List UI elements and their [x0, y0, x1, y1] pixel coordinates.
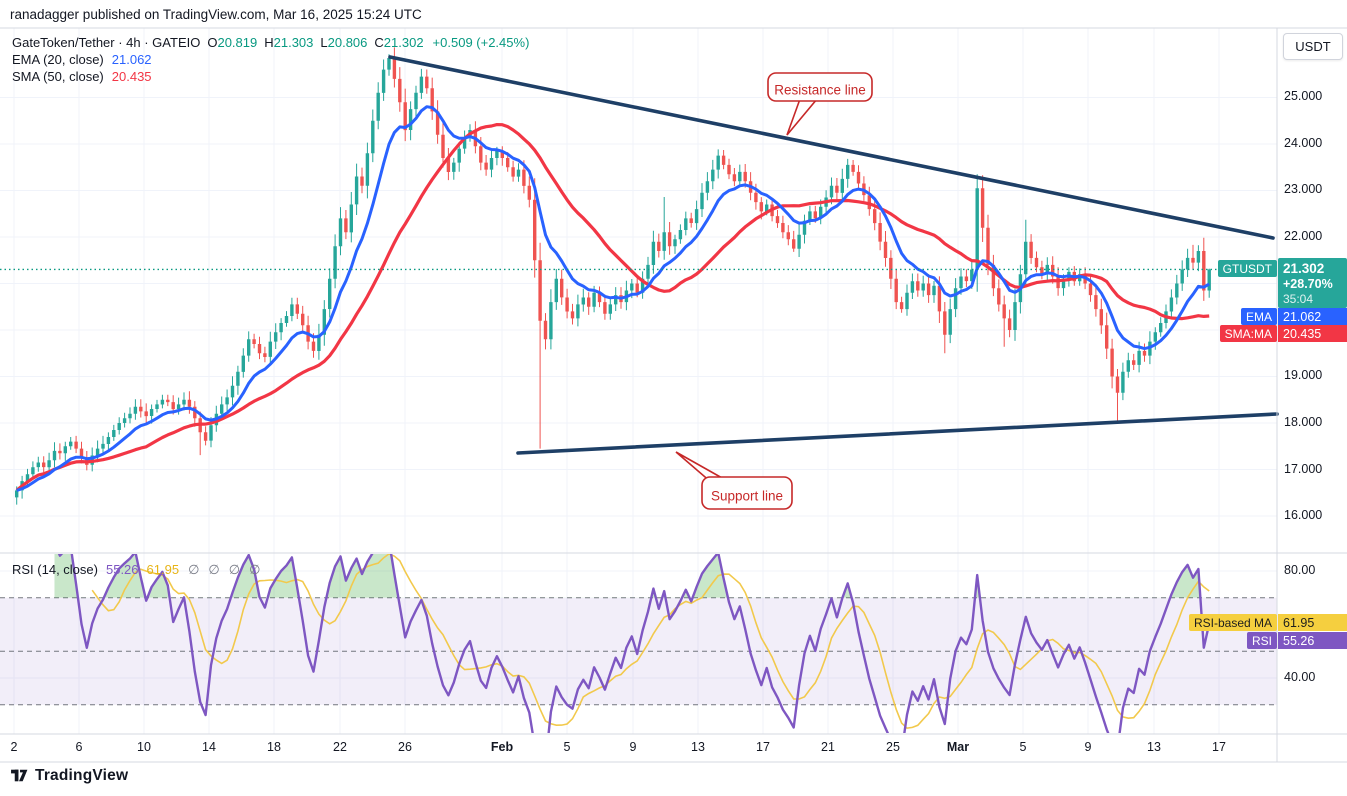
- rsi-ma-line: [91, 554, 1210, 730]
- time-tick-label: 22: [333, 740, 347, 754]
- symbol-legend-row[interactable]: GateToken/Tether · 4h · GATEIO O20.819 H21…: [12, 34, 529, 51]
- ohlc-low-letter: L: [320, 35, 328, 50]
- sma-label: SMA (50, close): [12, 69, 104, 84]
- rsi-empty-slot-icon: ∅: [249, 562, 261, 577]
- rsi-empty-slot-icon: ∅: [228, 562, 241, 577]
- time-tick-label: Feb: [490, 740, 514, 754]
- tradingview-brand[interactable]: TradingView: [35, 766, 129, 784]
- rsi-empty-slot-icon: ∅: [208, 562, 220, 577]
- callout-tail: [786, 98, 819, 136]
- symbol-last-price: 21.302: [1283, 261, 1325, 276]
- price-axis-label: 17.000: [1284, 462, 1323, 476]
- ohlc-high-value: 21.303: [273, 35, 314, 50]
- symbol-change-percent: +28.70%: [1283, 277, 1333, 291]
- sma-price-badge[interactable]: SMA:MA: [1219, 325, 1277, 342]
- rsi-axis-label: 80.00: [1284, 563, 1316, 577]
- symbol-price-axis-box[interactable]: 21.302 +28.70% 35:04: [1278, 258, 1347, 308]
- time-tick-label: Mar: [946, 740, 970, 754]
- ema-price-badge[interactable]: EMA: [1240, 308, 1277, 325]
- grid-lines: [0, 28, 1277, 734]
- bar-countdown: 35:04: [1283, 292, 1314, 306]
- ohlc-close-value: 21.302: [383, 35, 424, 50]
- rsi-ma-axis-box[interactable]: 61.95: [1278, 614, 1347, 631]
- time-tick-label: 6: [75, 740, 83, 754]
- rsi-axis-label: 40.00: [1284, 670, 1316, 684]
- publish-attribution: ranadagger published on TradingView.com,…: [10, 7, 422, 22]
- tradingview-logo-icon[interactable]: [10, 766, 29, 785]
- ohlc-high-letter: H: [264, 35, 274, 50]
- callout-bubble: [767, 72, 873, 102]
- rsi-line: [57, 554, 1211, 733]
- sma-value: 20.435: [111, 69, 152, 84]
- rsi-ma-value: 61.95: [146, 562, 180, 577]
- footer: TradingView: [10, 766, 128, 785]
- time-tick-label: 25: [886, 740, 900, 754]
- ohlc-open-letter: O: [207, 35, 218, 50]
- ema-legend-row[interactable]: EMA (20, close) 21.062: [12, 51, 529, 68]
- pane-borders: [0, 27, 1347, 763]
- ema-price-axis-box[interactable]: 21.062: [1278, 308, 1347, 325]
- price-axis-label: 16.000: [1284, 508, 1323, 522]
- moving-averages: [15, 105, 1210, 492]
- sma-legend-row[interactable]: SMA (50, close) 20.435: [12, 68, 529, 85]
- time-tick-label: 17: [1212, 740, 1226, 754]
- main-legend: GateToken/Tether · 4h · GATEIO O20.819 H21…: [12, 34, 529, 85]
- trendline[interactable]: [516, 412, 1279, 455]
- change-value: +0.509 (+2.45%): [432, 35, 530, 50]
- callouts: Resistance line Support line: [675, 72, 873, 510]
- price-axis-label: 25.000: [1284, 89, 1323, 103]
- ema-line: [16, 105, 1210, 492]
- down-candle-wicks: [43, 47, 1205, 473]
- time-tick-label: 18: [267, 740, 281, 754]
- time-tick-label: 2: [10, 740, 18, 754]
- time-tick-label: 26: [398, 740, 412, 754]
- time-tick-label: 17: [756, 740, 770, 754]
- ema-label: EMA (20, close): [12, 52, 104, 67]
- time-tick-label: 9: [1084, 740, 1092, 754]
- ohlc-open-value: 20.819: [217, 35, 258, 50]
- quote-currency-button[interactable]: USDT: [1283, 33, 1343, 60]
- callout-annotation[interactable]: Support line: [675, 451, 793, 510]
- time-tick-label: 10: [137, 740, 151, 754]
- rsi-value: 55.26: [105, 562, 139, 577]
- ohlc-close-letter: C: [374, 35, 384, 50]
- price-axis-label: 18.000: [1284, 415, 1323, 429]
- time-tick-label: 21: [821, 740, 835, 754]
- trendline[interactable]: [388, 55, 1275, 240]
- up-candle-bodies: [15, 58, 1211, 498]
- symbol-title: GateToken/Tether · 4h · GATEIO: [12, 35, 201, 50]
- time-tick-label: 14: [202, 740, 216, 754]
- time-tick-label: 9: [629, 740, 637, 754]
- sma-price-axis-box[interactable]: 20.435: [1278, 325, 1347, 342]
- rsi-badge[interactable]: RSI: [1246, 632, 1277, 649]
- price-axis-label: 19.000: [1284, 368, 1323, 382]
- rsi-overbought-fill: [54, 554, 1210, 598]
- ema-value: 21.062: [111, 52, 152, 67]
- rsi-pane: [54, 554, 1211, 733]
- callout-text: Resistance line: [774, 83, 866, 98]
- trend-lines: [388, 55, 1279, 455]
- ohlc-low-value: 20.806: [327, 35, 368, 50]
- rsi-ma-badge[interactable]: RSI-based MA: [1188, 614, 1277, 631]
- time-tick-label: 5: [563, 740, 571, 754]
- time-tick-label: 13: [691, 740, 705, 754]
- callout-bubble: [701, 476, 793, 510]
- rsi-legend-row[interactable]: RSI (14, close) 55.26 61.95 ∅ ∅ ∅ ∅: [12, 562, 260, 578]
- sma-line: [15, 123, 1210, 492]
- price-axis-label: 24.000: [1284, 136, 1323, 150]
- symbol-price-badge[interactable]: GTUSDT: [1217, 260, 1277, 277]
- rsi-label: RSI (14, close): [12, 562, 98, 577]
- price-axis-label: 23.000: [1284, 182, 1323, 196]
- time-tick-label: 13: [1147, 740, 1161, 754]
- rsi-axis-box[interactable]: 55.26: [1278, 632, 1347, 649]
- price-axis-label: 22.000: [1284, 229, 1323, 243]
- callout-text: Support line: [711, 489, 783, 504]
- time-tick-label: 5: [1019, 740, 1027, 754]
- callout-annotation[interactable]: Resistance line: [767, 72, 873, 136]
- up-candle-wicks: [16, 54, 1210, 505]
- rsi-empty-slot-icon: ∅: [188, 562, 200, 577]
